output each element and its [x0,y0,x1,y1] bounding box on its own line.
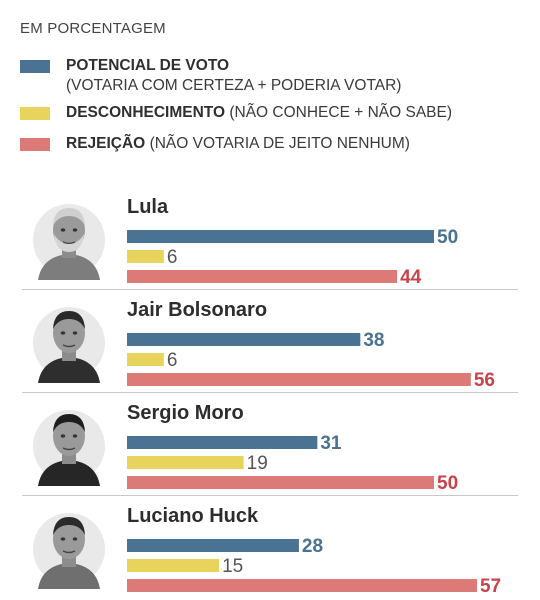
bar-desconhecimento [127,353,164,366]
row-divider [22,495,518,496]
legend-detail-desconhecimento: (NÃO CONHECE + NÃO SABE) [229,104,452,121]
candidate-row: Jair Bolsonaro 38 6 56 [0,289,540,392]
candidate-photo [33,204,105,280]
candidate-name: Sergio Moro [127,402,244,424]
candidate-name: Jair Bolsonaro [127,299,268,321]
legend-swatch-potencial [20,60,50,73]
candidate-row: Lula 50 6 44 [0,186,540,289]
legend-title-rejeicao: REJEIÇÃO [66,135,146,152]
value-label-potencial: 38 [363,330,384,351]
bar-chart: Lula 50 6 44 Jair Bolsonaro 38 6 56 Sergio Moro 3… [0,186,540,598]
candidate-name: Luciano Huck [127,505,259,527]
value-label-potencial: 28 [302,536,323,557]
bar-potencial [127,230,434,243]
value-label-desconhecimento: 15 [222,556,243,577]
value-label-rejeicao: 57 [480,576,501,597]
bar-potencial [127,333,361,346]
legend-detail-rejeicao: (NÃO VOTARIA DE JEITO NENHUM) [149,135,410,152]
value-label-desconhecimento: 6 [167,350,178,371]
legend-swatch-desconhecimento [20,107,50,120]
legend-swatch-rejeicao [20,138,50,151]
candidate-bars: 38 6 56 [127,330,495,391]
candidate-name: Lula [127,196,169,218]
bar-desconhecimento [127,250,164,263]
candidate-row: Sergio Moro 31 19 50 [0,392,540,495]
row-divider [22,392,518,393]
bar-potencial [127,436,318,449]
bar-rejeicao [127,476,434,489]
candidate-bars: 31 19 50 [127,433,458,494]
value-label-potencial: 31 [320,433,342,454]
candidate-bars: 28 15 57 [127,536,501,597]
candidate-photo [33,410,105,486]
value-label-rejeicao: 56 [474,370,495,391]
value-label-rejeicao: 50 [437,473,458,494]
legend-title-desconhecimento: DESCONHECIMENTO [66,104,226,121]
bar-rejeicao [127,373,471,386]
bar-rejeicao [127,270,398,283]
bar-rejeicao [127,579,477,592]
legend-title-potencial: POTENCIAL DE VOTO [66,57,230,74]
candidate-photo [33,307,105,383]
candidate-row: Luciano Huck 28 15 57 [0,495,540,598]
bar-desconhecimento [127,456,244,469]
bar-desconhecimento [127,559,220,572]
candidate-photo [33,513,105,589]
value-label-rejeicao: 44 [400,267,422,288]
value-label-potencial: 50 [437,227,458,248]
row-divider [22,289,518,290]
legend-detail-potencial: (VOTARIA COM CERTEZA + PODERIA VOTAR) [66,77,402,94]
unit-label: EM PORCENTAGEM [20,20,166,37]
value-label-desconhecimento: 6 [167,247,178,268]
bar-potencial [127,539,299,552]
value-label-desconhecimento: 19 [247,453,268,474]
candidate-bars: 50 6 44 [127,227,458,288]
